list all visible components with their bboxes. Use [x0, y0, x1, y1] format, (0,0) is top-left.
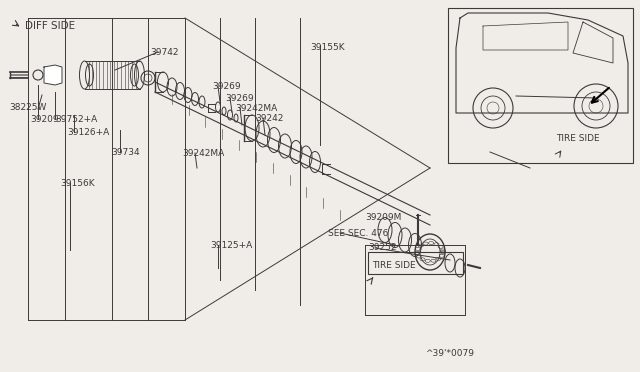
Text: 39125+A: 39125+A	[210, 241, 252, 250]
Text: TIRE SIDE: TIRE SIDE	[556, 134, 600, 142]
Text: SEE SEC. 476: SEE SEC. 476	[328, 228, 388, 237]
Text: 39752+A: 39752+A	[55, 115, 97, 124]
Text: 39242MA: 39242MA	[235, 103, 277, 112]
Text: ^39'*0079: ^39'*0079	[425, 349, 474, 357]
Text: 39242: 39242	[255, 113, 284, 122]
Text: 39126+A: 39126+A	[67, 128, 109, 137]
Text: 38225W: 38225W	[9, 103, 46, 112]
Text: 39155K: 39155K	[310, 42, 344, 51]
Text: DIFF SIDE: DIFF SIDE	[25, 21, 75, 31]
Text: 39734: 39734	[111, 148, 140, 157]
Bar	[448, 8, 633, 163]
Text: 39242MA: 39242MA	[182, 148, 224, 157]
Bar	[368, 252, 463, 274]
Text: 39209M: 39209M	[365, 212, 401, 221]
Text: 39269: 39269	[212, 81, 241, 90]
Polygon shape	[44, 65, 62, 85]
Text: 39252: 39252	[368, 244, 397, 253]
Text: 39269: 39269	[225, 93, 253, 103]
Text: 39742: 39742	[150, 48, 179, 57]
Text: 39156K: 39156K	[60, 179, 95, 187]
Text: 39209: 39209	[30, 115, 59, 124]
Text: TIRE SIDE: TIRE SIDE	[372, 260, 415, 269]
